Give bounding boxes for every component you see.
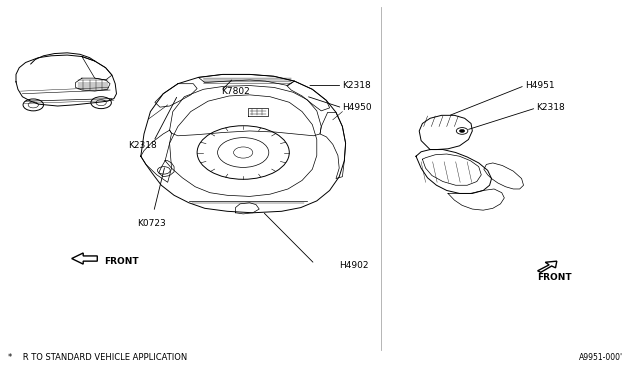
- Text: A9951-000': A9951-000': [579, 353, 623, 362]
- Text: H4950: H4950: [342, 103, 372, 112]
- Text: FRONT: FRONT: [104, 257, 138, 266]
- Text: K2318: K2318: [536, 103, 565, 112]
- Text: *    R TO STANDARD VEHICLE APPLICATION: * R TO STANDARD VEHICLE APPLICATION: [8, 353, 187, 362]
- Text: H4902: H4902: [339, 262, 369, 270]
- Text: H4951: H4951: [525, 81, 554, 90]
- Text: K7802: K7802: [221, 87, 250, 96]
- Text: FRONT: FRONT: [538, 273, 572, 282]
- Polygon shape: [538, 261, 557, 272]
- Text: K2318: K2318: [342, 81, 371, 90]
- Circle shape: [460, 129, 465, 132]
- Text: K2318: K2318: [128, 141, 157, 150]
- Polygon shape: [72, 253, 97, 264]
- Text: K0723: K0723: [138, 219, 166, 228]
